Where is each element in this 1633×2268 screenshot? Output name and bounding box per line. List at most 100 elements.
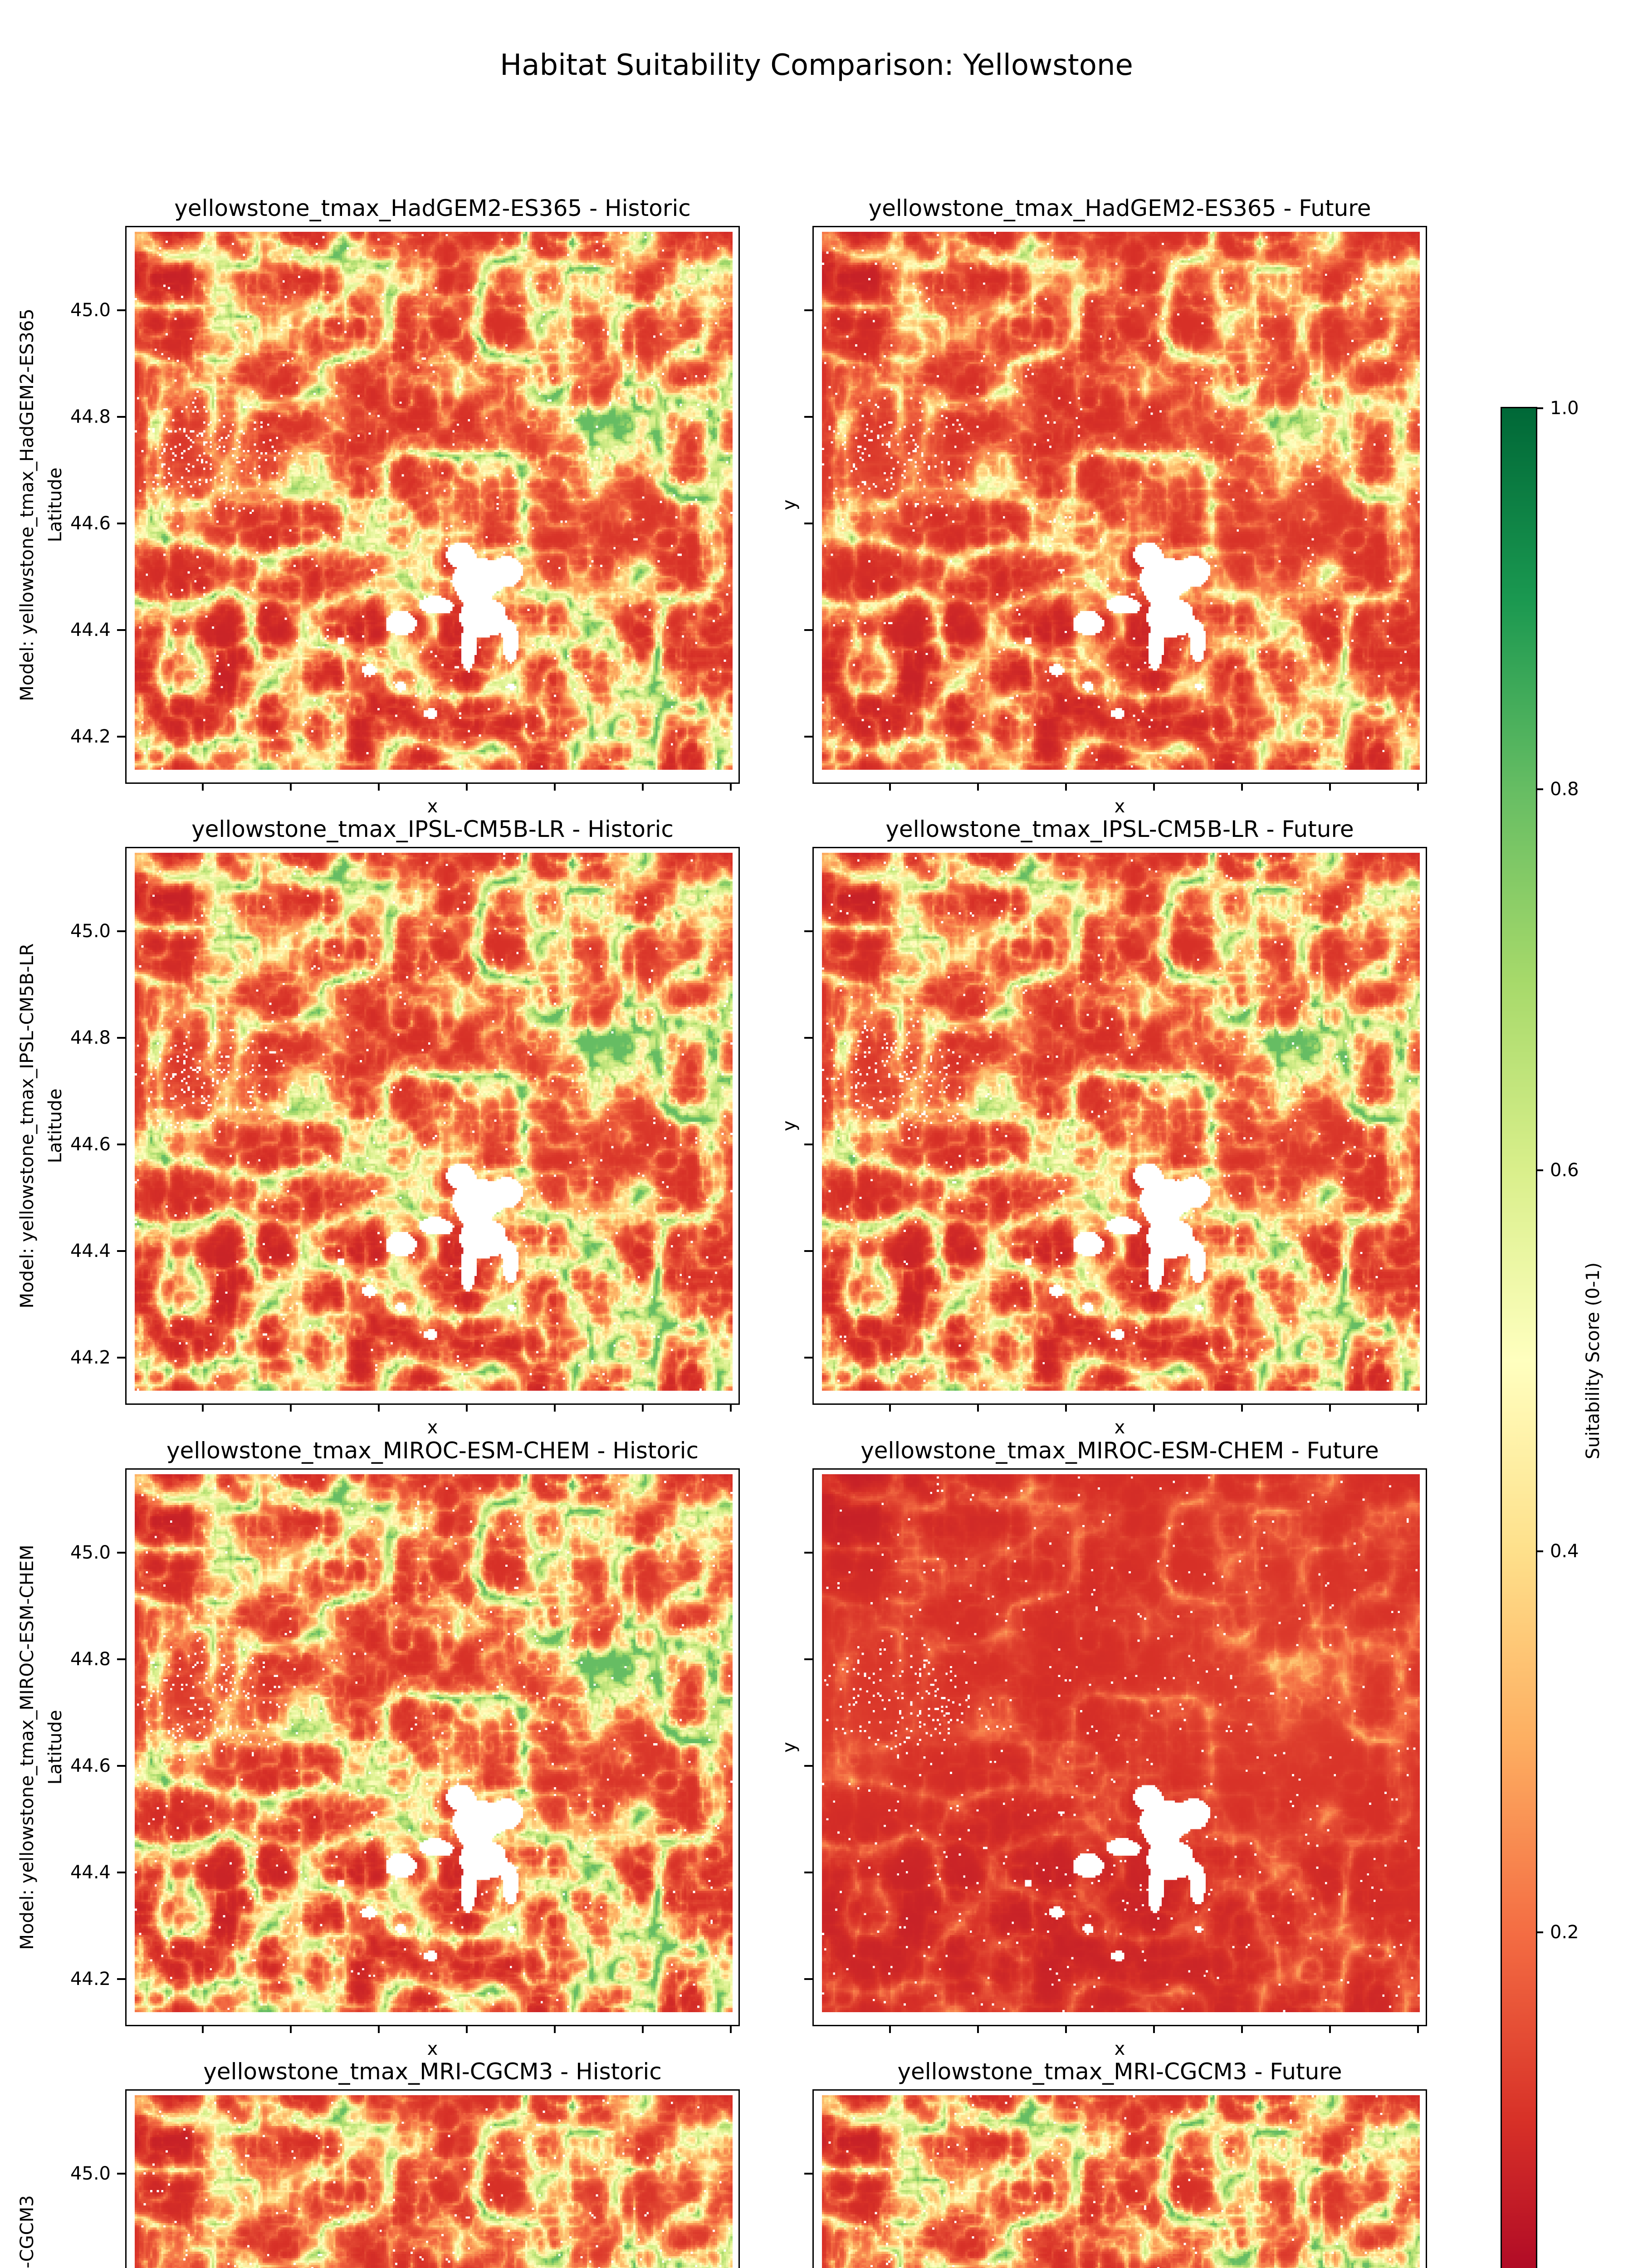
x-tick-mark bbox=[729, 782, 732, 791]
x-tick-mark bbox=[1065, 2025, 1067, 2033]
y-tick-mark bbox=[804, 1552, 812, 1554]
y-tick-label: 45.0 bbox=[70, 921, 111, 942]
x-tick-mark bbox=[889, 782, 891, 791]
colorbar-gradient bbox=[1501, 407, 1537, 2268]
x-tick-mark bbox=[1329, 782, 1331, 791]
colorbar-tick-label: 0.2 bbox=[1550, 1922, 1579, 1943]
y-tick-mark bbox=[804, 2173, 812, 2175]
y-tick-label: 44.4 bbox=[70, 1862, 111, 1883]
colorbar-tick-label: 1.0 bbox=[1550, 398, 1579, 419]
y-tick-mark bbox=[804, 629, 812, 631]
y-tick-mark bbox=[804, 416, 812, 418]
panel-title: yellowstone_tmax_HadGEM2-ES365 - Future bbox=[868, 195, 1371, 221]
x-tick-mark bbox=[889, 2025, 891, 2033]
y-tick-mark bbox=[117, 2173, 125, 2175]
x-tick-mark bbox=[1417, 2025, 1419, 2033]
panel-mri-future: yellowstone_tmax_MRI-CGCM3 - Future −111… bbox=[804, 2059, 1427, 2268]
suitability-raster bbox=[822, 232, 1420, 770]
x-tick-mark bbox=[641, 2025, 644, 2033]
panel-title: yellowstone_tmax_MRI-CGCM3 - Historic bbox=[203, 2058, 662, 2085]
x-tick-mark bbox=[1241, 2025, 1243, 2033]
y-tick-mark bbox=[804, 1250, 812, 1252]
y-tick-mark bbox=[117, 309, 125, 312]
suitability-raster bbox=[135, 2095, 733, 2268]
y-tick-label: 44.6 bbox=[70, 1755, 111, 1777]
y-tick-mark bbox=[804, 1978, 812, 1980]
panel-ipsl-future: yellowstone_tmax_IPSL-CM5B-LR - Future x bbox=[804, 816, 1427, 1438]
right-y-axis-label: y bbox=[780, 2089, 798, 2268]
x-axis-label: x bbox=[427, 796, 438, 817]
right-y-axis-label-text: y bbox=[779, 1742, 800, 1753]
y-tick-mark bbox=[117, 523, 125, 525]
x-tick-mark bbox=[553, 782, 556, 791]
y-tick-mark bbox=[117, 735, 125, 738]
colorbar-tick-mark bbox=[1536, 1931, 1543, 1933]
panel-miroc-historic: yellowstone_tmax_MIROC-ESM-CHEM - Histor… bbox=[70, 1438, 740, 2059]
y-tick-label: 44.2 bbox=[70, 1968, 111, 1989]
y-tick-mark bbox=[804, 1144, 812, 1146]
suitability-raster bbox=[135, 232, 733, 770]
y-tick-label: 44.4 bbox=[70, 620, 111, 641]
x-tick-mark bbox=[289, 782, 292, 791]
x-tick-mark bbox=[1241, 782, 1243, 791]
y-tick-label: 44.8 bbox=[70, 1027, 111, 1049]
colorbar-tick-mark bbox=[1536, 407, 1543, 409]
x-tick-mark bbox=[289, 2025, 292, 2033]
panel-title: yellowstone_tmax_MRI-CGCM3 - Future bbox=[897, 2058, 1342, 2085]
suitability-raster bbox=[135, 853, 733, 1391]
colorbar-tick-label: 0.4 bbox=[1550, 1541, 1579, 1562]
x-tick-mark bbox=[553, 1403, 556, 1412]
suitability-raster bbox=[135, 1474, 733, 2012]
x-tick-mark bbox=[1241, 1403, 1243, 1412]
colorbar-axis-label-text: Suitability Score (0-1) bbox=[1583, 1262, 1604, 1460]
y-tick-mark bbox=[804, 930, 812, 933]
y-tick-mark bbox=[804, 309, 812, 312]
y-tick-label: 44.8 bbox=[70, 406, 111, 428]
x-axis-label: x bbox=[427, 1417, 438, 1438]
panel-title: yellowstone_tmax_MIROC-ESM-CHEM - Future bbox=[861, 1437, 1379, 1464]
x-tick-mark bbox=[1329, 1403, 1331, 1412]
x-tick-mark bbox=[977, 2025, 979, 2033]
x-tick-mark bbox=[977, 782, 979, 791]
y-tick-mark bbox=[117, 1978, 125, 1980]
y-tick-label: 45.0 bbox=[70, 1542, 111, 1564]
x-tick-mark bbox=[1153, 782, 1155, 791]
y-tick-mark bbox=[804, 1356, 812, 1359]
y-tick-mark bbox=[117, 1658, 125, 1661]
colorbar-tick-label: 0.6 bbox=[1550, 1160, 1579, 1181]
right-y-axis-label-text: y bbox=[779, 1120, 800, 1131]
y-tick-mark bbox=[117, 1250, 125, 1252]
panel-title: yellowstone_tmax_HadGEM2-ES365 - Histori… bbox=[174, 195, 691, 221]
x-tick-mark bbox=[377, 1403, 380, 1412]
y-tick-mark bbox=[117, 1872, 125, 1874]
panel-hadgem2-future: yellowstone_tmax_HadGEM2-ES365 - Future … bbox=[804, 196, 1427, 817]
y-tick-labels: 45.044.844.644.444.2 bbox=[20, 2091, 111, 2268]
right-y-axis-label: y bbox=[779, 847, 800, 1405]
y-tick-label: 44.2 bbox=[70, 1347, 111, 1368]
right-y-axis-label: y bbox=[779, 226, 800, 784]
y-tick-label: 44.6 bbox=[70, 513, 111, 534]
x-tick-mark bbox=[1065, 782, 1067, 791]
x-tick-mark bbox=[201, 2025, 204, 2033]
y-tick-mark bbox=[117, 1037, 125, 1039]
y-tick-label: 44.2 bbox=[70, 726, 111, 747]
x-tick-mark bbox=[289, 1403, 292, 1412]
colorbar-tick-mark bbox=[1536, 1169, 1543, 1171]
y-tick-mark bbox=[804, 1765, 812, 1767]
suitability-raster bbox=[822, 1474, 1420, 2012]
x-tick-mark bbox=[1417, 1403, 1419, 1412]
x-tick-mark bbox=[889, 1403, 891, 1412]
y-tick-mark bbox=[117, 1552, 125, 1554]
x-axis-label: x bbox=[1114, 796, 1125, 817]
x-tick-mark bbox=[1329, 2025, 1331, 2033]
x-tick-mark bbox=[201, 782, 204, 791]
y-tick-mark bbox=[804, 1037, 812, 1039]
x-tick-mark bbox=[377, 2025, 380, 2033]
right-y-axis-label-text: y bbox=[779, 499, 800, 510]
y-tick-mark bbox=[804, 1872, 812, 1874]
y-tick-mark bbox=[804, 523, 812, 525]
x-tick-mark bbox=[977, 1403, 979, 1412]
x-axis-label: x bbox=[1114, 1417, 1125, 1438]
